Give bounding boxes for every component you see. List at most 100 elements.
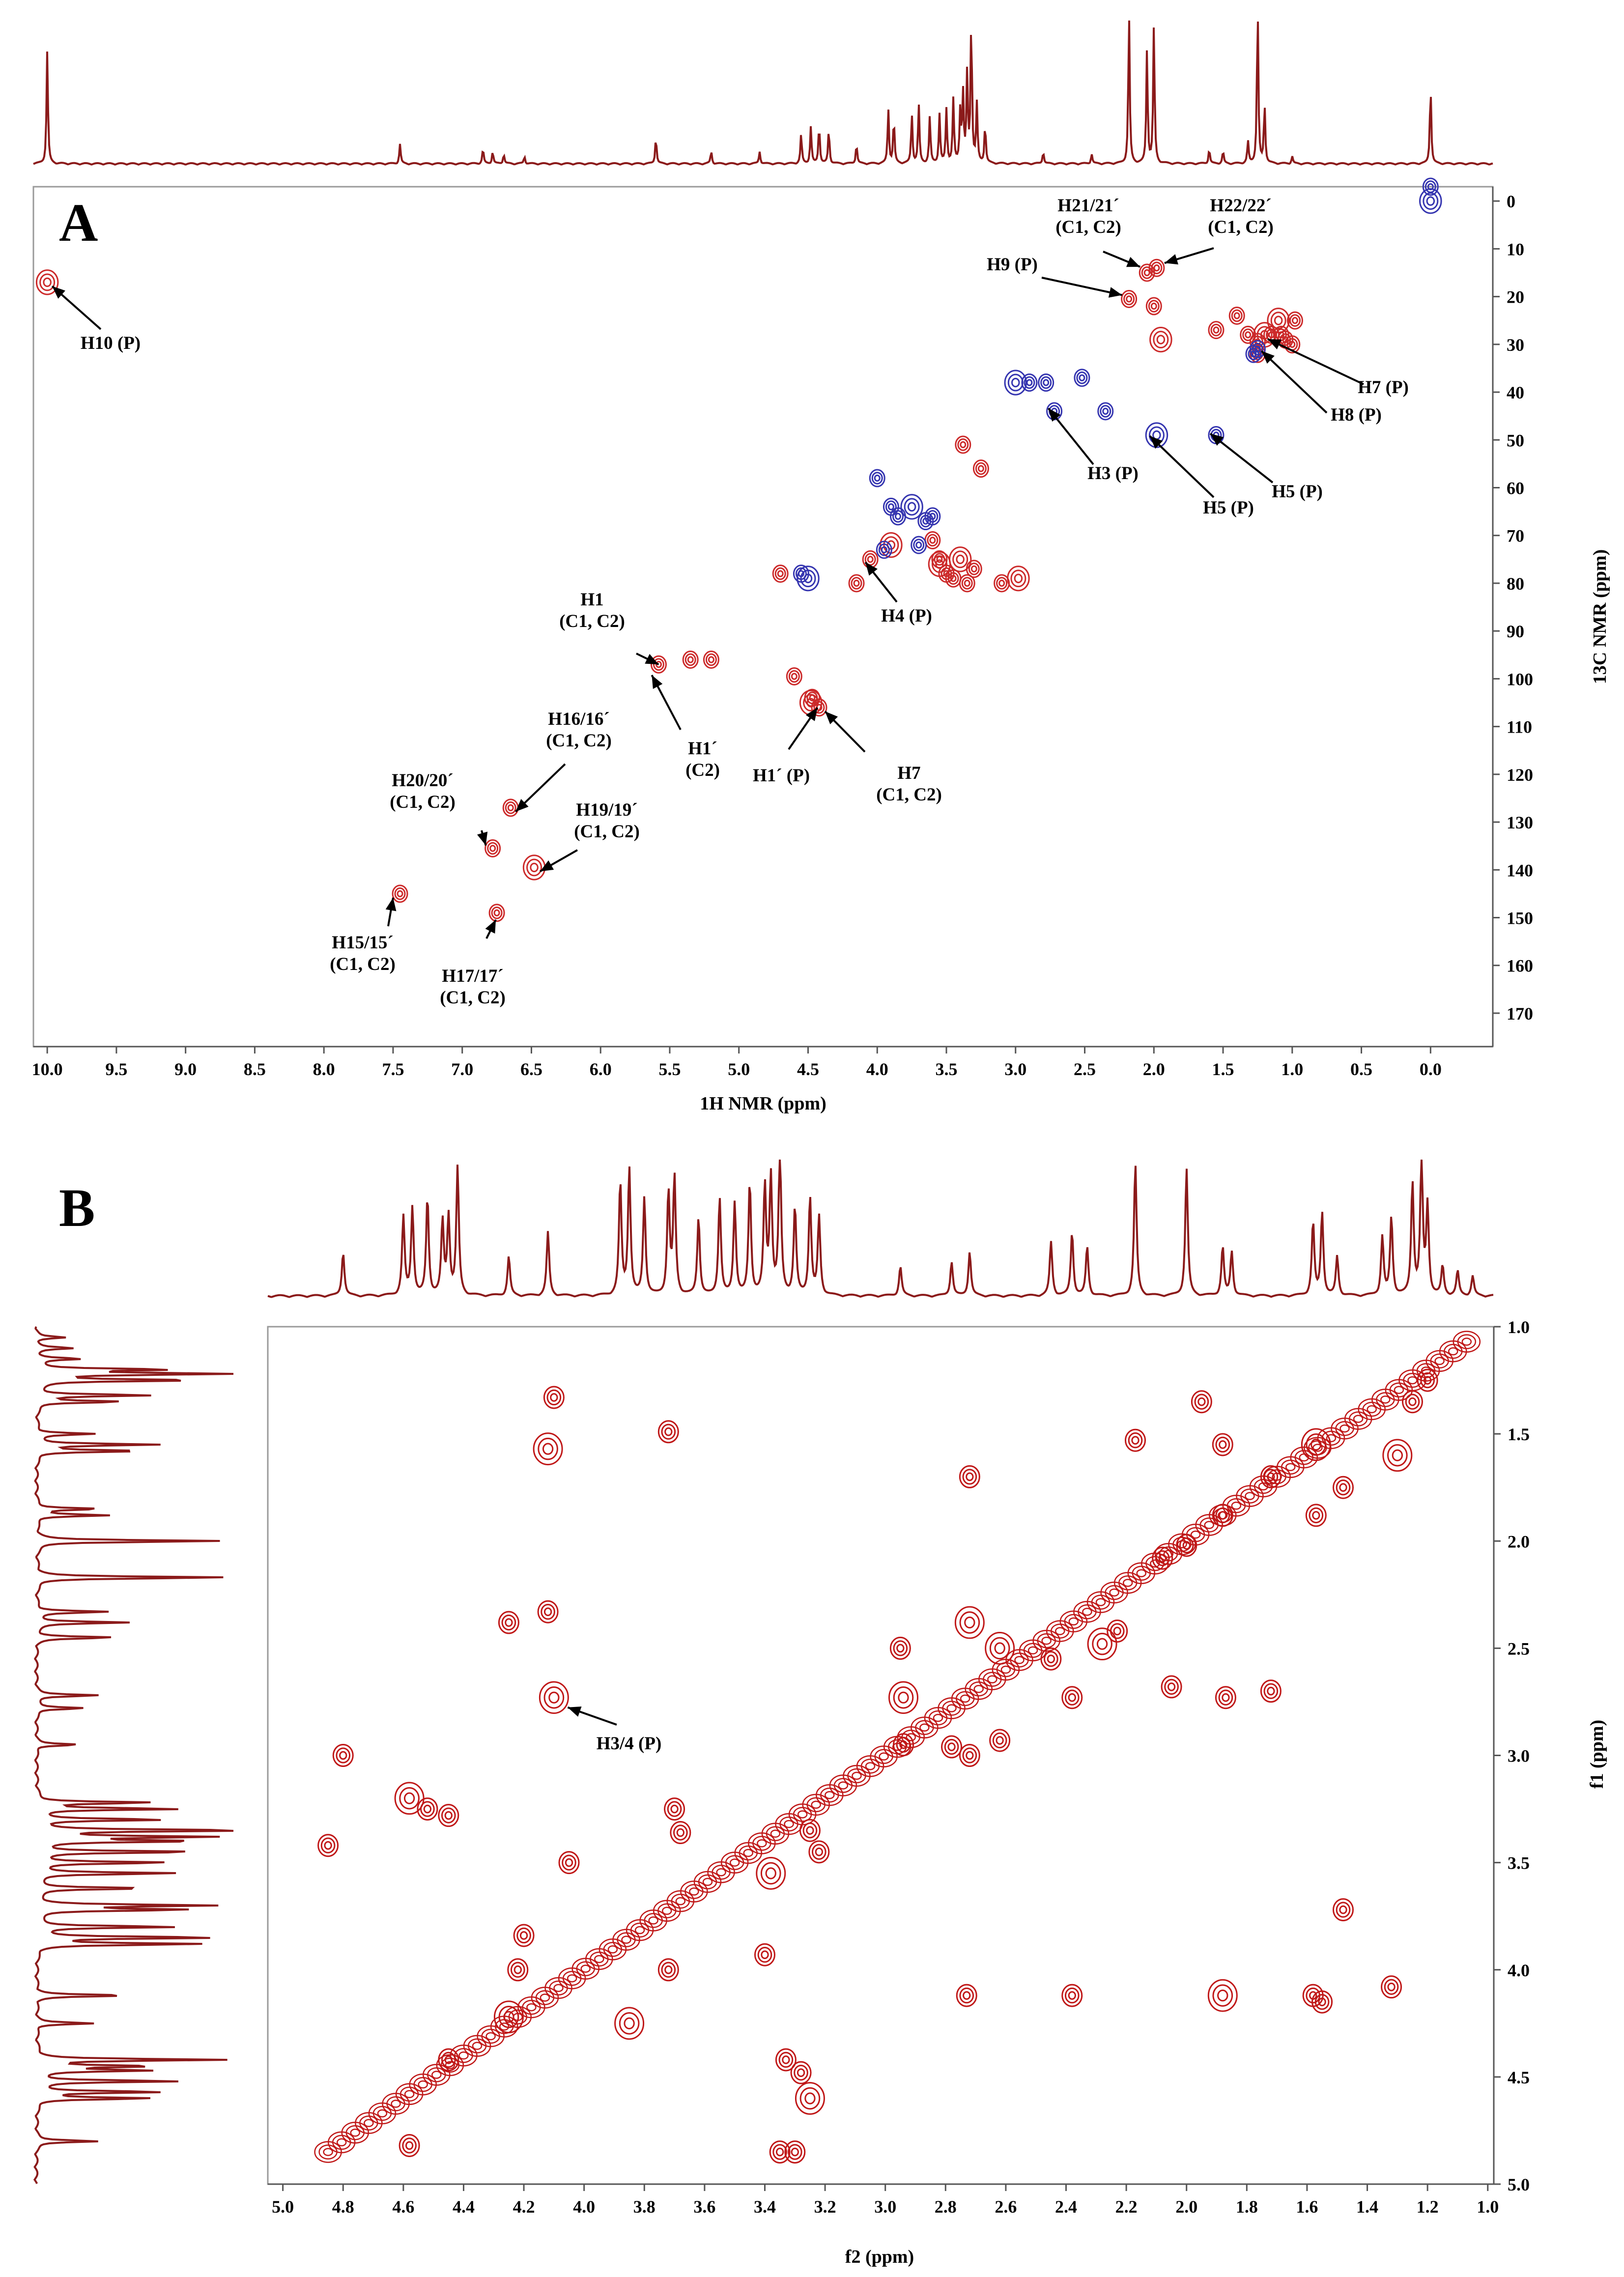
y-tick-label: 2.5 bbox=[1508, 1639, 1530, 1658]
cosy-peak bbox=[959, 1744, 980, 1767]
x-tick-label: 7.0 bbox=[451, 1059, 473, 1079]
annotation-arrowhead bbox=[485, 919, 496, 934]
hsqc-peak bbox=[1004, 370, 1027, 396]
annotation-h5b: H5 (P) bbox=[1209, 432, 1323, 502]
annotation-h1pp: H1´ (P) bbox=[753, 707, 819, 786]
annotation-h1: H1(C1, C2) bbox=[559, 590, 659, 666]
annotation-label: (C2) bbox=[685, 760, 720, 780]
hsqc-peak bbox=[804, 688, 821, 707]
x-tick-label: 6.0 bbox=[590, 1059, 612, 1079]
annotation-label: (C1, C2) bbox=[546, 731, 612, 751]
annotation-label: H7 (P) bbox=[1358, 377, 1409, 398]
hsqc-peak bbox=[35, 269, 59, 295]
annotation-h22: H22/22´(C1, C2) bbox=[1164, 196, 1274, 265]
x-tick-label: 3.0 bbox=[1004, 1059, 1026, 1079]
hsqc-peak bbox=[966, 560, 982, 578]
annotation-label: H5 (P) bbox=[1272, 482, 1323, 502]
y-tick-label: 1.5 bbox=[1508, 1424, 1530, 1444]
cosy-peak bbox=[1061, 1686, 1083, 1709]
panel-b-label: B bbox=[59, 1178, 95, 1238]
cosy-peak bbox=[657, 1958, 679, 1982]
annotation-h16: H16/16´(C1, C2) bbox=[514, 709, 612, 813]
hsqc-peak bbox=[682, 651, 699, 669]
panel-b-axes: 5.0 4.8 4.6 4.4 4.2 4.0 3.8 3.6 3.4 3.2 3.0 2.8 2.6 2… bbox=[268, 1317, 1530, 2217]
cosy-peak bbox=[513, 1924, 535, 1947]
annotation-arrow-line bbox=[1209, 432, 1274, 484]
hsqc-peak bbox=[911, 536, 927, 554]
hsqc-peak bbox=[876, 541, 892, 559]
x-tick-label: 3.0 bbox=[874, 2197, 896, 2217]
cosy-peak bbox=[1212, 1504, 1233, 1527]
panel-b-x-axis-label: f2 (ppm) bbox=[845, 2247, 914, 2267]
cosy-peak bbox=[889, 1636, 911, 1660]
panel-b-top-1d-spectrum bbox=[267, 1159, 1494, 1298]
cosy-peak bbox=[539, 1681, 569, 1714]
y-tick-label: 40 bbox=[1507, 383, 1524, 402]
annotation-h20: H20/20´(C1, C2) bbox=[390, 770, 488, 846]
cosy-peak bbox=[769, 2140, 791, 2164]
cosy-peak bbox=[1311, 1990, 1333, 2014]
x-tick-label: 2.4 bbox=[1055, 2197, 1077, 2217]
hsqc-peak bbox=[955, 435, 971, 454]
cosy-peak bbox=[1176, 1534, 1197, 1557]
annotation-h4: H4 (P) bbox=[864, 562, 932, 626]
hsqc-peak bbox=[869, 469, 885, 487]
x-tick-label: 2.5 bbox=[1074, 1059, 1096, 1079]
cosy-peak bbox=[1191, 1390, 1212, 1414]
x-tick-label: 2.0 bbox=[1143, 1059, 1165, 1079]
cosy-peak bbox=[1301, 1428, 1331, 1461]
annotation-label: H5 (P) bbox=[1203, 498, 1254, 518]
x-tick-label: 2.2 bbox=[1115, 2197, 1138, 2217]
hsqc-peak bbox=[959, 574, 975, 593]
hsqc-peak bbox=[1121, 289, 1138, 308]
cosy-peak bbox=[537, 1600, 559, 1623]
x-tick-label: 9.0 bbox=[174, 1059, 197, 1079]
cosy-peak bbox=[941, 1735, 963, 1759]
x-tick-label: 4.5 bbox=[797, 1059, 819, 1079]
panel-a-peaks bbox=[35, 177, 1442, 922]
x-tick-label: 2.6 bbox=[995, 2197, 1017, 2217]
hsqc-peak bbox=[1038, 373, 1054, 392]
annotation-label: H8 (P) bbox=[1331, 405, 1382, 425]
annotation-arrowhead bbox=[1149, 436, 1163, 449]
y-tick-label: 60 bbox=[1507, 479, 1524, 498]
y-tick-label: 170 bbox=[1507, 1004, 1533, 1024]
panel-b-y-axis-label: f1 (ppm) bbox=[1587, 1720, 1607, 1789]
annotation-arrowhead bbox=[540, 860, 554, 872]
hsqc-peak bbox=[1139, 263, 1155, 282]
x-tick-label: 4.6 bbox=[392, 2197, 414, 2217]
hsqc-peak bbox=[848, 574, 865, 593]
cosy-peak bbox=[1061, 1984, 1083, 2007]
annotation-label: (C1, C2) bbox=[330, 954, 396, 974]
annotation-label: H7 bbox=[897, 763, 920, 783]
y-tick-label: 2.0 bbox=[1508, 1532, 1530, 1551]
y-tick-label: 3.0 bbox=[1508, 1746, 1530, 1766]
cosy-peak bbox=[1161, 1675, 1182, 1699]
annotation-arrow-line bbox=[1041, 277, 1123, 296]
x-tick-label: 5.0 bbox=[728, 1059, 750, 1079]
annotation-arrowhead bbox=[805, 708, 818, 721]
x-tick-label: 2.8 bbox=[935, 2197, 957, 2217]
cosy-peak bbox=[533, 1432, 563, 1466]
annotation-arrowhead bbox=[645, 654, 659, 665]
annotation-label: (C1, C2) bbox=[440, 988, 506, 1008]
cosy-peak bbox=[438, 2048, 459, 2072]
hsqc-peak bbox=[488, 904, 505, 922]
x-tick-label: 5.5 bbox=[658, 1059, 681, 1079]
x-tick-label: 5.0 bbox=[272, 2197, 294, 2217]
annotation-h1p: H1´(C2) bbox=[651, 675, 720, 780]
x-tick-label: 4.2 bbox=[513, 2197, 535, 2217]
y-tick-label: 3.5 bbox=[1508, 1853, 1530, 1873]
annotation-h15: H15/15´(C1, C2) bbox=[330, 897, 397, 974]
panel-b-peaks bbox=[314, 1331, 1481, 2164]
cosy-peak bbox=[959, 1465, 980, 1488]
y-tick-label: 20 bbox=[1507, 287, 1524, 307]
x-tick-label: 1.4 bbox=[1356, 2197, 1378, 2217]
y-tick-label: 1.0 bbox=[1508, 1317, 1530, 1337]
annotation-label: H4 (P) bbox=[881, 606, 932, 626]
cosy-peak bbox=[1381, 1975, 1402, 1999]
cosy-peak bbox=[1212, 1433, 1233, 1456]
cosy-peak bbox=[754, 1943, 775, 1966]
x-tick-label: 7.5 bbox=[382, 1059, 404, 1079]
